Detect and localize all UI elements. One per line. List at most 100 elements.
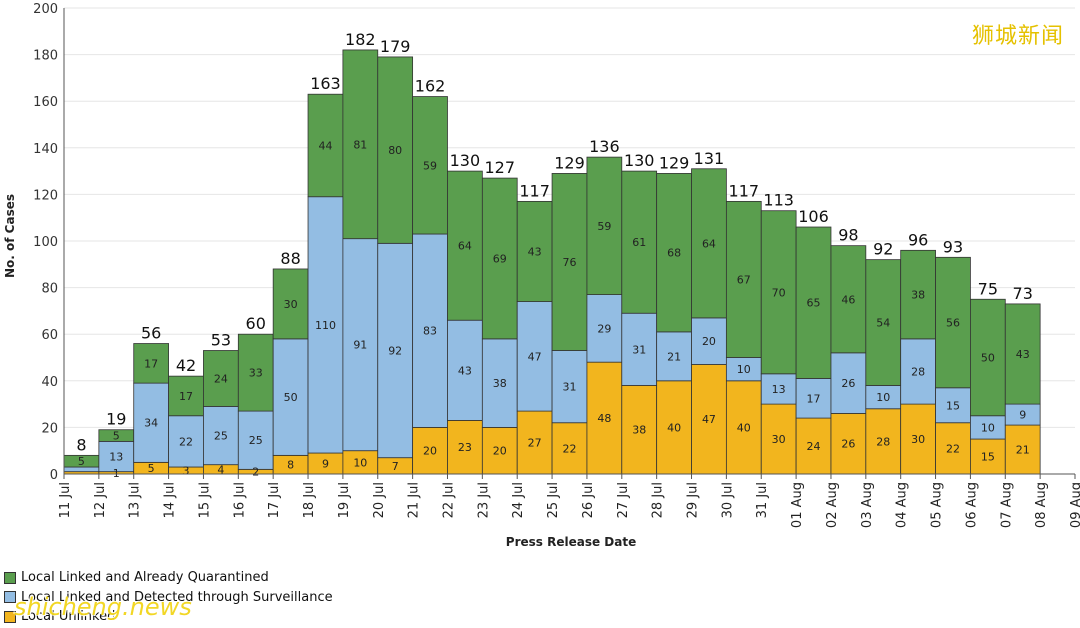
data-label: 34 xyxy=(144,417,158,430)
bar-segment xyxy=(795,226,832,379)
bar-segment xyxy=(900,403,936,475)
data-label: 23 xyxy=(458,441,472,454)
bar-segment xyxy=(1004,424,1041,475)
data-label: 2 xyxy=(252,466,259,479)
bar-segment xyxy=(830,352,867,414)
bar-segment xyxy=(168,375,204,417)
data-label: 38 xyxy=(632,424,646,437)
data-label: 5 xyxy=(78,455,85,468)
data-label: 40 xyxy=(667,421,681,434)
data-label: 30 xyxy=(284,298,298,311)
bar-segment xyxy=(691,168,727,319)
x-tick-label: 25 Jul xyxy=(546,482,561,518)
data-label: 68 xyxy=(667,247,681,260)
total-label: 92 xyxy=(873,240,893,259)
data-label: 21 xyxy=(667,350,681,363)
data-label: 15 xyxy=(946,399,960,412)
bar-segment xyxy=(447,420,483,475)
bar-segment xyxy=(795,417,832,475)
x-tick-label: 09 Aug xyxy=(1069,482,1080,528)
data-label: 30 xyxy=(772,433,786,446)
data-label: 65 xyxy=(807,297,821,310)
bar-segment xyxy=(551,422,588,475)
x-tick-label: 07 Aug xyxy=(999,482,1014,528)
bar-segment xyxy=(586,156,623,295)
data-label: 43 xyxy=(528,245,542,258)
y-tick-label: 80 xyxy=(41,282,58,297)
y-tick-label: 180 xyxy=(33,49,58,64)
watermark-bottom: shicheng.news xyxy=(14,593,192,621)
data-label: 10 xyxy=(876,391,890,404)
bar-segment xyxy=(377,242,414,459)
x-tick-label: 16 Jul xyxy=(232,482,247,518)
data-label: 20 xyxy=(702,335,716,348)
bar-segment xyxy=(133,343,169,384)
data-label: 21 xyxy=(1016,444,1030,457)
y-tick-label: 120 xyxy=(33,188,58,203)
data-label: 44 xyxy=(318,139,332,152)
bar-segment xyxy=(656,331,692,382)
data-label: 69 xyxy=(493,252,507,265)
legend-item-unlinked: Local Unlinked xyxy=(4,607,333,627)
data-label: 10 xyxy=(353,456,367,469)
x-tick-label: 04 Aug xyxy=(895,482,910,528)
legend-item-quarantined: Local Linked and Already Quarantined xyxy=(4,568,333,588)
total-label: 130 xyxy=(450,151,481,170)
x-tick-label: 06 Aug xyxy=(964,482,979,528)
total-label: 136 xyxy=(589,137,620,156)
bar-segment xyxy=(935,256,971,389)
legend-label: Local Unlinked xyxy=(21,609,116,625)
x-tick-label: 22 Jul xyxy=(441,482,456,518)
x-tick-label: 03 Aug xyxy=(860,482,875,528)
data-label: 70 xyxy=(772,286,786,299)
data-label: 4 xyxy=(217,463,224,476)
total-label: 96 xyxy=(908,230,928,249)
data-label: 28 xyxy=(911,365,925,378)
data-label: 46 xyxy=(841,293,855,306)
x-tick-label: 02 Aug xyxy=(825,482,840,528)
data-label: 31 xyxy=(563,381,577,394)
data-label: 13 xyxy=(772,383,786,396)
data-label: 38 xyxy=(911,289,925,302)
bar-segment xyxy=(970,438,1006,475)
total-label: 106 xyxy=(798,207,829,226)
total-label: 131 xyxy=(694,149,725,168)
x-tick-label: 24 Jul xyxy=(511,482,526,518)
data-label: 33 xyxy=(249,367,263,380)
data-label: 80 xyxy=(388,144,402,157)
data-label: 22 xyxy=(946,442,960,455)
x-tick-label: 26 Jul xyxy=(581,482,596,518)
bar-segment xyxy=(481,338,518,428)
x-tick-label: 08 Aug xyxy=(1034,482,1049,528)
bar-segment xyxy=(760,403,797,475)
total-label: 117 xyxy=(729,181,760,200)
bar-segment xyxy=(760,373,797,405)
data-label: 64 xyxy=(702,237,716,250)
data-label: 26 xyxy=(841,377,855,390)
total-label: 162 xyxy=(415,77,446,96)
bar-segment xyxy=(551,350,588,424)
legend-swatch xyxy=(4,571,16,584)
x-tick-label: 19 Jul xyxy=(337,482,352,518)
total-label: 56 xyxy=(141,324,161,343)
data-label: 25 xyxy=(214,430,228,443)
x-tick-label: 05 Aug xyxy=(930,482,945,528)
total-label: 53 xyxy=(211,331,231,350)
bar-segment xyxy=(412,96,448,235)
data-label: 25 xyxy=(249,434,263,447)
bar-segment xyxy=(447,170,483,321)
data-label: 43 xyxy=(1016,348,1030,361)
data-label: 10 xyxy=(737,363,751,376)
data-label: 13 xyxy=(109,451,123,464)
data-label: 54 xyxy=(876,317,890,330)
legend-label: Local Linked and Already Quarantined xyxy=(21,570,269,586)
bar-segment xyxy=(865,259,902,386)
total-label: 129 xyxy=(659,153,690,172)
data-label: 24 xyxy=(807,440,821,453)
data-label: 43 xyxy=(458,364,472,377)
data-label: 17 xyxy=(807,392,821,405)
total-label: 98 xyxy=(838,226,858,245)
x-tick-label: 23 Jul xyxy=(476,482,491,518)
x-tick-label: 11 Jul xyxy=(58,482,73,518)
